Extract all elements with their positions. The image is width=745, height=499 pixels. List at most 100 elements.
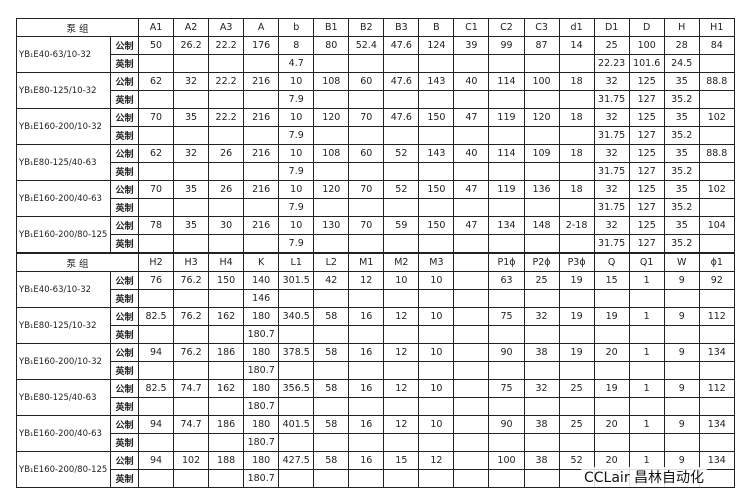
- value-cell: 12: [348, 271, 385, 290]
- value-cell: [488, 198, 525, 217]
- value-cell: 28: [663, 36, 700, 55]
- value-cell: [243, 198, 280, 217]
- value-cell: 2-18: [558, 216, 595, 235]
- value-cell: 76: [137, 271, 175, 290]
- value-cell: [208, 289, 245, 308]
- value-cell: [453, 469, 490, 488]
- value-cell: 14: [558, 36, 595, 55]
- value-cell: [173, 126, 210, 145]
- value-cell: 30: [208, 216, 245, 235]
- value-cell: 104: [698, 216, 735, 235]
- value-cell: 15: [383, 451, 420, 470]
- value-cell: 102: [698, 180, 735, 199]
- value-cell: [348, 162, 385, 181]
- value-cell: [558, 397, 595, 416]
- value-cell: 32: [173, 72, 210, 91]
- header-cell: W: [663, 253, 700, 272]
- value-cell: 186: [208, 343, 245, 362]
- value-cell: [453, 198, 490, 217]
- value-cell: 88.8: [698, 144, 735, 163]
- pump-name: YB₁E160-200/40-63: [16, 180, 111, 217]
- value-cell: [488, 289, 525, 308]
- value-cell: [698, 90, 735, 109]
- header-cell: M1: [348, 253, 385, 272]
- value-cell: 82.5: [137, 307, 175, 326]
- value-cell: 216: [243, 108, 280, 127]
- value-cell: [137, 162, 175, 181]
- value-cell: 75: [488, 379, 525, 398]
- header-cell: C1: [453, 18, 490, 37]
- value-cell: 9: [663, 307, 700, 326]
- unit-label: 英制: [110, 289, 139, 308]
- value-cell: 10: [418, 343, 455, 362]
- header-cell: B3: [383, 18, 420, 37]
- value-cell: [348, 126, 385, 145]
- value-cell: [523, 126, 560, 145]
- pump-name: YB₁E80-125/40-63: [16, 379, 111, 416]
- value-cell: [173, 54, 210, 73]
- header-cell: ϕ1: [698, 253, 735, 272]
- value-cell: [383, 433, 420, 452]
- unit-label: 英制: [110, 126, 139, 145]
- data-row: YB₁E160-200/10-32 公制 94 76.2 186 180 378.5 58 16…: [16, 343, 735, 380]
- value-cell: 176: [243, 36, 280, 55]
- unit-label: 英制: [110, 234, 139, 253]
- value-cell: [278, 469, 315, 488]
- data-row: YB₁E160-200/80-125 公制 78 35 30 216 10 130 70 59 15…: [16, 216, 735, 253]
- value-cell: 9: [663, 379, 700, 398]
- unit-label: 公制: [110, 415, 139, 434]
- value-cell: 32: [593, 108, 630, 127]
- value-cell: 24.5: [663, 54, 700, 73]
- value-cell: [137, 469, 175, 488]
- header-cell: A2: [173, 18, 210, 37]
- value-cell: [523, 469, 560, 488]
- header-cell: C3: [523, 18, 560, 37]
- data-row: YB₁E40-63/10-32 公制 50 26.2 22.2 176 8 80 52.4 47.…: [16, 36, 735, 73]
- value-cell: 99: [488, 36, 525, 55]
- value-cell: 18: [558, 108, 595, 127]
- value-cell: 10: [418, 271, 455, 290]
- value-cell: [663, 433, 700, 452]
- value-cell: 180: [243, 415, 280, 434]
- data-row: 英制 146: [17, 289, 735, 308]
- value-cell: 92: [698, 271, 735, 290]
- value-cell: 94: [137, 451, 175, 470]
- value-cell: 119: [488, 180, 525, 199]
- value-cell: [523, 90, 560, 109]
- value-cell: 301.5: [278, 271, 315, 290]
- value-cell: [383, 469, 420, 488]
- value-cell: [348, 433, 385, 452]
- value-cell: 4.7: [278, 54, 315, 73]
- unit-label: 英制: [110, 361, 139, 380]
- value-cell: 180: [243, 451, 280, 470]
- value-cell: [488, 126, 525, 145]
- value-cell: 150: [208, 271, 245, 290]
- value-cell: 108: [313, 144, 350, 163]
- value-cell: 100: [488, 451, 525, 470]
- value-cell: 76.2: [173, 271, 210, 290]
- unit-label: 公制: [110, 451, 139, 470]
- value-cell: [628, 289, 665, 308]
- value-cell: 120: [313, 180, 350, 199]
- value-cell: [558, 234, 595, 253]
- value-cell: 143: [418, 144, 455, 163]
- value-cell: 60: [348, 72, 385, 91]
- value-cell: [453, 162, 490, 181]
- value-cell: 180: [243, 307, 280, 326]
- value-cell: 127: [628, 162, 665, 181]
- value-cell: 32: [593, 144, 630, 163]
- value-cell: 186: [208, 415, 245, 434]
- value-cell: [488, 469, 525, 488]
- value-cell: 148: [523, 216, 560, 235]
- value-cell: 10: [278, 216, 315, 235]
- value-cell: [593, 433, 630, 452]
- header-cell: A3: [208, 18, 245, 37]
- value-cell: [593, 361, 630, 380]
- value-cell: 112: [698, 307, 735, 326]
- value-cell: [137, 198, 175, 217]
- value-cell: [663, 289, 700, 308]
- value-cell: 150: [418, 180, 455, 199]
- value-cell: [313, 198, 350, 217]
- header-cell: H: [663, 18, 700, 37]
